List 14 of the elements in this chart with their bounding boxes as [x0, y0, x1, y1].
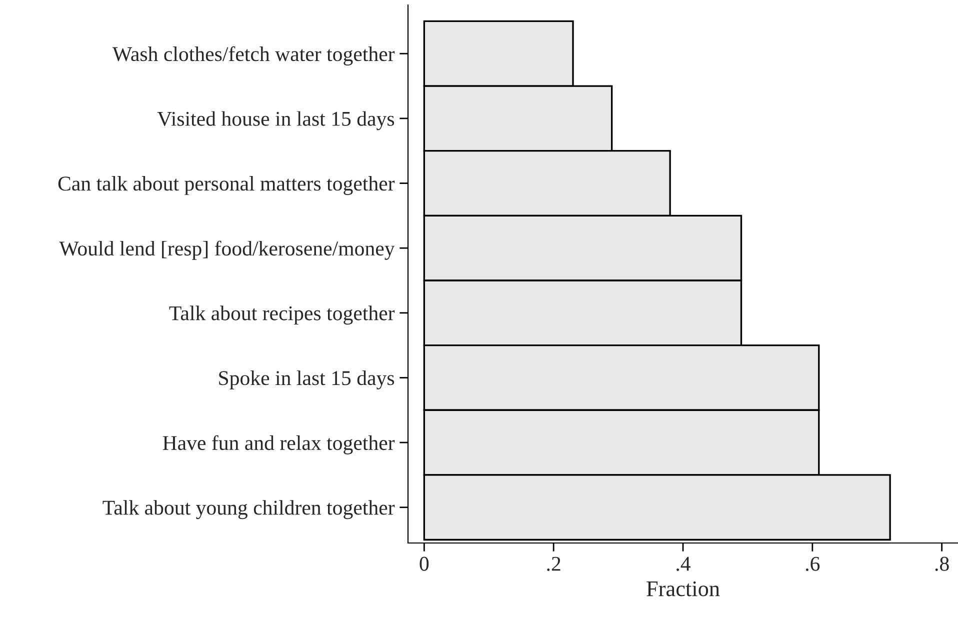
x-tick-label: .8 — [935, 556, 949, 571]
y-tick-label: Talk about recipes together — [169, 306, 395, 325]
y-tick-label: Can talk about personal matters together — [58, 176, 395, 195]
y-tick-label: Talk about young children together — [102, 500, 395, 520]
x-tick-label: .6 — [806, 556, 820, 571]
y-tick-label: Spoke in last 15 days — [219, 370, 394, 390]
x-tick-label: 0 — [420, 556, 429, 571]
x-tick-label: .2 — [547, 556, 560, 571]
y-tick-label: Visited house in last 15 days — [157, 111, 394, 130]
y-tick-label: Have fun and relax together — [162, 435, 395, 454]
y-tick-label: Would lend [resp] food/kerosene/money — [59, 240, 395, 260]
y-tick-label: Wash clothes/fetch water together — [112, 46, 395, 66]
x-axis-title: Fraction — [646, 581, 720, 596]
x-tick-label: .4 — [676, 556, 690, 571]
